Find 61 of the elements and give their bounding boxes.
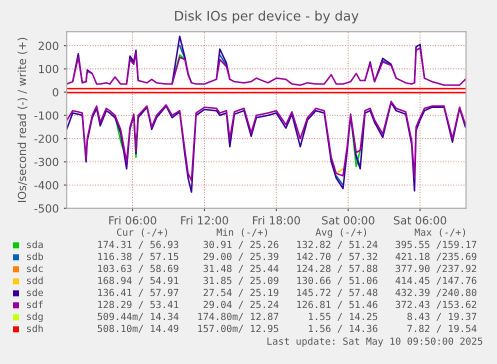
text: Cur (-/+) xyxy=(117,228,168,237)
text: 126.81 / 51.46 xyxy=(297,300,378,309)
x-tick-label: Sat 06:00 xyxy=(394,216,446,225)
legend-label: sda xyxy=(27,240,43,248)
x-tick-label: Fri 06:00 xyxy=(109,216,156,225)
legend-label: sdd xyxy=(27,276,43,284)
text: 29.00 / 25.39 xyxy=(204,252,278,261)
text: 132.82 / 51.24 xyxy=(297,240,378,249)
x-tick-label: Fri 12:00 xyxy=(181,216,228,225)
legend-label: sdh xyxy=(27,324,43,332)
text: 372.43 /153.62 xyxy=(396,300,476,309)
y-tick-label: -200 xyxy=(34,134,58,143)
text: 116.38 / 57.15 xyxy=(98,252,178,261)
y-tick-label: 200 xyxy=(38,42,58,50)
text: 27.54 / 25.19 xyxy=(204,288,278,297)
text: 30.91 / 25.26 xyxy=(204,240,278,249)
chart-title: Disk IOs per device - by day xyxy=(175,10,359,24)
text: 157.00m/ 12.95 xyxy=(198,324,278,333)
y-tick-label: -300 xyxy=(34,158,58,166)
text: 29.04 / 25.24 xyxy=(204,300,279,309)
text: 128.29 / 53.41 xyxy=(98,300,178,309)
text: Min (-/+) xyxy=(216,228,268,237)
text: 31.48 / 25.44 xyxy=(204,264,279,273)
y-tick-label: 0 xyxy=(52,88,58,96)
text: 1.56 / 14.36 xyxy=(308,324,378,333)
text: 168.94 / 54.91 xyxy=(98,276,178,285)
y-tick-label: -400 xyxy=(34,181,58,190)
y-axis-title: IOs/second read (-) / write (+) xyxy=(18,38,28,202)
text: Last update: Sat May 10 09:50:00 2025 xyxy=(267,337,482,347)
legend-label: sdg xyxy=(27,312,43,322)
legend-label: sde xyxy=(27,288,43,296)
text: 31.85 / 25.09 xyxy=(204,276,278,285)
y-tick-label: -100 xyxy=(34,111,58,120)
x-tick-label: Fri 18:00 xyxy=(253,216,300,225)
text: 142.70 / 57.32 xyxy=(297,252,378,261)
text: 395.55 /159.17 xyxy=(396,240,476,249)
y-tick-label: -500 xyxy=(34,204,58,213)
legend-label: sdf xyxy=(27,300,43,308)
legend-label: sdc xyxy=(27,264,43,272)
text: 432.39 /240.80 xyxy=(396,288,476,297)
text: 103.63 / 58.69 xyxy=(98,264,178,273)
text: 414.45 /147.76 xyxy=(396,276,476,285)
y-tick-label: 100 xyxy=(39,64,58,74)
text: 145.72 / 57.48 xyxy=(297,288,378,297)
text: Avg (-/+) xyxy=(316,228,366,238)
legend-label: sdb xyxy=(27,252,43,260)
text: 174.80m/ 12.87 xyxy=(198,312,278,321)
text: 174.31 / 56.93 xyxy=(98,240,178,249)
x-tick-label: Sat 00:00 xyxy=(322,216,374,225)
text: 7.82 / 19.54 xyxy=(407,324,477,333)
text: 508.10m/ 14.49 xyxy=(98,324,178,333)
text: 124.28 / 57.88 xyxy=(297,264,378,273)
text: 8.43 / 19.37 xyxy=(407,312,476,321)
text: 377.90 /237.92 xyxy=(396,264,476,273)
text: 509.44m/ 14.34 xyxy=(98,312,179,321)
line-series xyxy=(66,47,466,86)
text: 421.18 /235.69 xyxy=(396,252,476,261)
text: Max (-/+) xyxy=(414,228,466,237)
text: 130.66 / 51.06 xyxy=(297,276,378,285)
text: 136.41 / 57.97 xyxy=(98,288,178,297)
text: 1.55 / 14.25 xyxy=(308,312,378,321)
